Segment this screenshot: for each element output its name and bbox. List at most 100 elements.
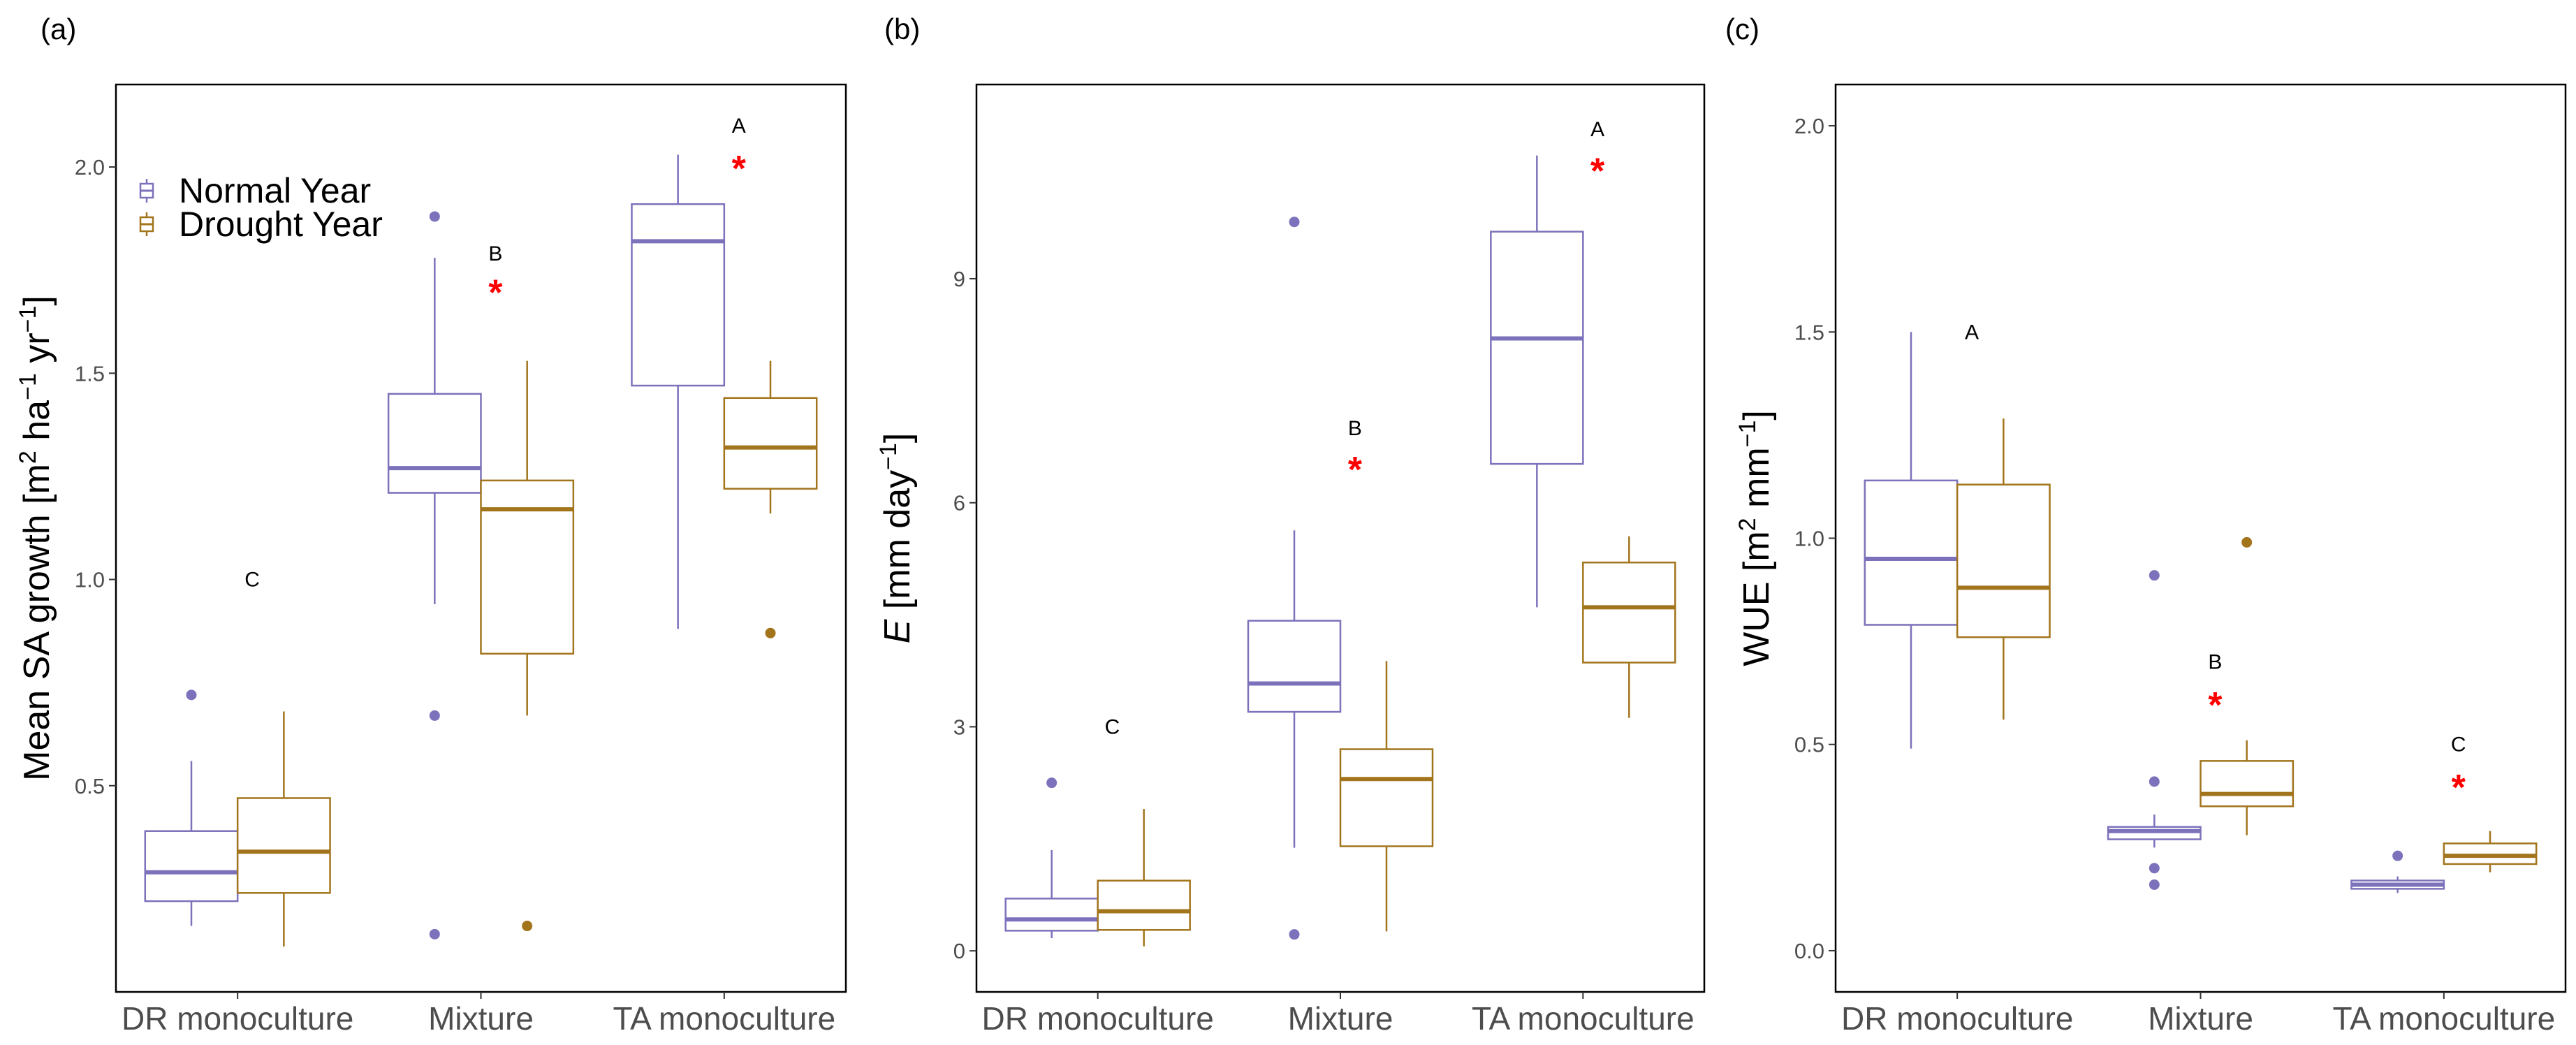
outlier-point	[1289, 217, 1300, 228]
box-normal-3	[1490, 155, 1584, 608]
y-tick-label: 2.0	[75, 155, 105, 180]
box-iqr	[1864, 479, 1959, 626]
outlier-point	[1289, 929, 1300, 940]
significance-letter: C	[2451, 733, 2466, 757]
outlier-point	[2149, 879, 2160, 890]
y-tick-label: 0.0	[1794, 939, 1824, 963]
y-tick-label: 0.5	[1794, 733, 1824, 757]
outlier-point	[765, 627, 776, 638]
outlier-point	[2241, 536, 2253, 548]
y-tick-label: 0	[953, 939, 965, 963]
significance-letter: C	[244, 569, 260, 592]
legend-label: Normal Year	[179, 171, 371, 210]
y-axis-title: WUE [m2 mm−1]	[1734, 410, 1777, 666]
outlier-point	[186, 689, 197, 701]
plot-frame	[975, 83, 1706, 993]
box-drought-2	[1339, 661, 1434, 932]
panel-label: (c)	[1725, 13, 1759, 45]
significance-letter: A	[732, 115, 746, 138]
x-tick-label: Mixture	[1288, 1000, 1393, 1037]
box-iqr	[144, 830, 239, 902]
legend-key-drought	[139, 212, 154, 236]
legend-label: Drought Year	[179, 205, 383, 244]
y-tick-label: 3	[953, 715, 965, 739]
x-tick-label: TA monoculture	[1472, 1000, 1695, 1037]
box-drought-3	[2443, 831, 2538, 872]
box-iqr	[387, 393, 482, 494]
legend-key-normal	[139, 179, 154, 203]
significance-letter: A	[1590, 118, 1604, 141]
panel-label: (b)	[884, 13, 920, 45]
y-tick-label: 0.5	[75, 774, 105, 798]
box-drought-3	[1582, 536, 1676, 718]
box-iqr	[236, 797, 331, 894]
significance-star: *	[1348, 450, 1363, 490]
y-axis-title: Mean SA growth [m2 ha−1 yr−1]	[15, 295, 57, 781]
box-iqr	[1004, 898, 1099, 932]
significance-letter: B	[1348, 417, 1362, 440]
outlier-point	[429, 928, 440, 940]
box-iqr	[1339, 748, 1434, 847]
outlier-point	[2149, 863, 2160, 874]
box-iqr	[1582, 561, 1676, 664]
y-tick-label: 9	[953, 267, 965, 291]
x-tick-label: DR monoculture	[122, 1000, 353, 1037]
x-tick-label: TA monoculture	[2332, 1000, 2555, 1037]
x-tick-label: TA monoculture	[613, 1000, 835, 1037]
y-axis-title: E [mm day−1]	[875, 433, 918, 644]
y-tick-label: 1.0	[1794, 527, 1824, 551]
box-drought-1	[236, 711, 331, 947]
box-normal-1	[1004, 777, 1099, 939]
outlier-point	[429, 211, 440, 222]
panel-label: (a)	[41, 13, 76, 45]
panel-1: (a) 0.5 1.0 1.5 2.0 DR monoculture Mixture TA m…	[15, 13, 847, 1037]
outlier-point	[429, 710, 440, 721]
box-iqr	[1956, 483, 2051, 638]
outlier-point	[1046, 777, 1058, 789]
significance-letter: A	[1965, 321, 1979, 344]
significance-letter: B	[2208, 651, 2222, 674]
box-normal-2	[1247, 217, 1342, 940]
y-tick-label: 1.5	[1794, 320, 1824, 344]
significance-star: *	[488, 272, 503, 313]
significance-star: *	[732, 149, 747, 189]
significance-star: *	[2452, 768, 2466, 808]
box-iqr	[2200, 760, 2295, 808]
panel-2: (b) 0 3 6 9 DR monoculture Mixture TA monocultu…	[875, 13, 1706, 1037]
box-normal-2	[2107, 570, 2202, 890]
panel-3: (c) 0.0 0.5 1.0 1.5 2.0 DR monoculture Mixture T…	[1725, 13, 2567, 1037]
outlier-point	[2149, 776, 2160, 787]
box-normal-1	[1864, 332, 1959, 749]
box-drought-1	[1956, 418, 2051, 720]
box-normal-3	[2350, 850, 2445, 893]
box-iqr	[1247, 620, 1342, 713]
y-tick-label: 2.0	[1794, 114, 1824, 138]
y-tick-label: 6	[953, 491, 965, 516]
box-iqr	[631, 203, 726, 387]
outlier-point	[522, 921, 533, 932]
x-tick-label: Mixture	[2148, 1000, 2253, 1037]
x-tick-label: DR monoculture	[981, 1000, 1213, 1037]
significance-star: *	[2208, 685, 2223, 726]
box-normal-2	[387, 211, 482, 940]
box-iqr	[480, 479, 575, 655]
box-iqr	[723, 397, 818, 490]
significance-star: *	[1590, 151, 1605, 191]
box-iqr	[1490, 231, 1584, 465]
box-normal-3	[631, 154, 726, 629]
y-tick-label: 1.5	[75, 361, 105, 386]
y-tick-label: 1.0	[75, 568, 105, 592]
outlier-point	[2149, 570, 2160, 581]
box-normal-1	[144, 689, 239, 926]
x-tick-label: Mixture	[428, 1000, 534, 1037]
box-drought-2	[2200, 536, 2295, 835]
box-iqr	[1097, 879, 1191, 931]
box-drought-1	[1097, 809, 1191, 947]
significance-letter: C	[1105, 715, 1120, 738]
box-drought-3	[723, 360, 818, 638]
significance-letter: B	[488, 242, 502, 265]
outlier-point	[2392, 850, 2403, 861]
x-tick-label: DR monoculture	[1841, 1000, 2073, 1037]
